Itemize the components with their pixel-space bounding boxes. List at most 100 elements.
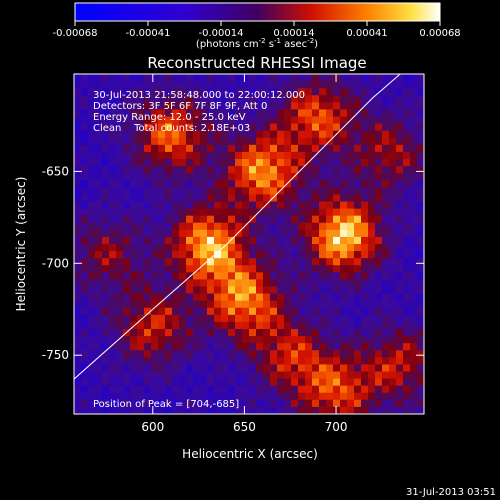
heatmap-cell (389, 222, 397, 231)
heatmap-cell (109, 343, 117, 351)
heatmap-cell (333, 251, 341, 259)
heatmap-cell (326, 208, 334, 217)
heatmap-cell (361, 406, 369, 414)
heatmap-cell (291, 244, 299, 252)
heatmap-cell (270, 265, 278, 273)
heatmap-cell (151, 187, 159, 196)
heatmap-cell (130, 215, 138, 224)
heatmap-cell (207, 251, 215, 259)
heatmap-cell (298, 130, 306, 139)
heatmap-cell (88, 265, 96, 273)
heatmap-cell (403, 343, 411, 351)
heatmap-cell (312, 293, 320, 302)
heatmap-cell (109, 279, 117, 288)
heatmap-cell (179, 74, 187, 82)
heatmap-cell (144, 187, 152, 196)
heatmap-cell (109, 102, 117, 111)
heatmap-cell (263, 286, 271, 295)
heatmap-cell (375, 74, 383, 82)
heatmap-cell (130, 74, 138, 82)
heatmap-cell (74, 180, 82, 188)
heatmap-cell (123, 95, 131, 103)
heatmap-cell (375, 130, 383, 139)
heatmap-cell (403, 201, 411, 210)
heatmap-cell (102, 392, 110, 401)
heatmap-cell (200, 293, 208, 302)
heatmap-cell (270, 336, 278, 344)
heatmap-cell (116, 279, 124, 288)
heatmap-cell (417, 222, 424, 231)
heatmap-cell (165, 364, 173, 373)
heatmap-cell (172, 137, 180, 146)
heatmap-cell (123, 314, 131, 323)
heatmap-cell (354, 244, 362, 252)
heatmap-cell (389, 272, 397, 281)
heatmap-cell (270, 201, 278, 210)
heatmap-cell (242, 166, 250, 174)
heatmap-cell (228, 222, 236, 231)
heatmap-cell (214, 258, 222, 266)
heatmap-cell (333, 151, 341, 160)
heatmap-cell (291, 236, 299, 245)
heatmap-cell (298, 364, 306, 373)
heatmap-cell (347, 350, 355, 358)
heatmap-cell (291, 201, 299, 210)
heatmap-cell (403, 364, 411, 373)
heatmap-cell (361, 151, 369, 160)
heatmap-cell (270, 350, 278, 358)
heatmap-cell (249, 137, 257, 146)
heatmap-cell (123, 109, 131, 118)
heatmap-cell (368, 236, 376, 245)
heatmap-cell (151, 137, 159, 146)
heatmap-cell (81, 151, 89, 160)
heatmap-cell (109, 272, 117, 281)
heatmap-cell (186, 314, 194, 323)
heatmap-cell (137, 194, 145, 203)
heatmap-cell (200, 286, 208, 295)
heatmap-cell (389, 137, 397, 146)
heatmap-cell (74, 208, 82, 217)
heatmap-cell (242, 293, 250, 302)
heatmap-cell (242, 371, 250, 380)
heatmap-cell (235, 194, 243, 203)
heatmap-cell (186, 173, 194, 181)
heatmap-cell (256, 130, 264, 139)
heatmap-cell (123, 130, 131, 139)
heatmap-cell (375, 258, 383, 266)
heatmap-cell (221, 385, 229, 394)
heatmap-cell (326, 173, 334, 181)
heatmap-cell (256, 258, 264, 266)
heatmap-cell (256, 279, 264, 288)
heatmap-cell (193, 357, 201, 366)
heatmap-cell (277, 300, 285, 309)
heatmap-cell (207, 74, 215, 82)
heatmap-cell (270, 159, 278, 167)
heatmap-cell (158, 74, 166, 82)
heatmap-cell (354, 180, 362, 188)
heatmap-cell (165, 321, 173, 330)
heatmap-cell (200, 95, 208, 103)
heatmap-cell (396, 265, 404, 273)
heatmap-cell (389, 102, 397, 111)
heatmap-cell (361, 258, 369, 266)
heatmap-cell (221, 406, 229, 414)
heatmap-cell (312, 81, 320, 89)
heatmap-cell (312, 194, 320, 203)
heatmap-cell (214, 173, 222, 181)
heatmap-cell (340, 300, 348, 309)
heatmap-cell (403, 321, 411, 330)
heatmap-cell (179, 321, 187, 330)
heatmap-cell (158, 343, 166, 351)
heatmap-cell (410, 151, 418, 160)
heatmap-cell (249, 385, 257, 394)
heatmap-cell (312, 378, 320, 387)
heatmap-cell (116, 272, 124, 281)
heatmap-cell (137, 166, 145, 174)
heatmap-cell (361, 74, 369, 82)
heatmap-cell (256, 350, 264, 358)
heatmap-cell (410, 236, 418, 245)
heatmap-cell (270, 371, 278, 380)
heatmap-cell (137, 406, 145, 414)
heatmap-cell (354, 378, 362, 387)
heatmap-cell (137, 385, 145, 394)
